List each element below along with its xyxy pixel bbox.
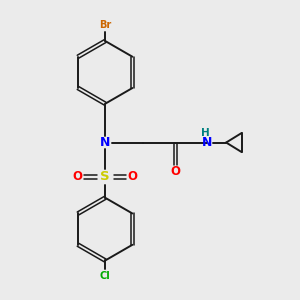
Text: H: H [201, 128, 210, 138]
Text: Br: Br [99, 20, 111, 31]
Text: O: O [73, 170, 83, 183]
Text: N: N [202, 136, 212, 149]
Text: S: S [100, 170, 110, 183]
Text: O: O [128, 170, 138, 183]
Text: N: N [100, 136, 110, 149]
Text: Cl: Cl [100, 271, 111, 281]
Text: O: O [170, 165, 180, 178]
